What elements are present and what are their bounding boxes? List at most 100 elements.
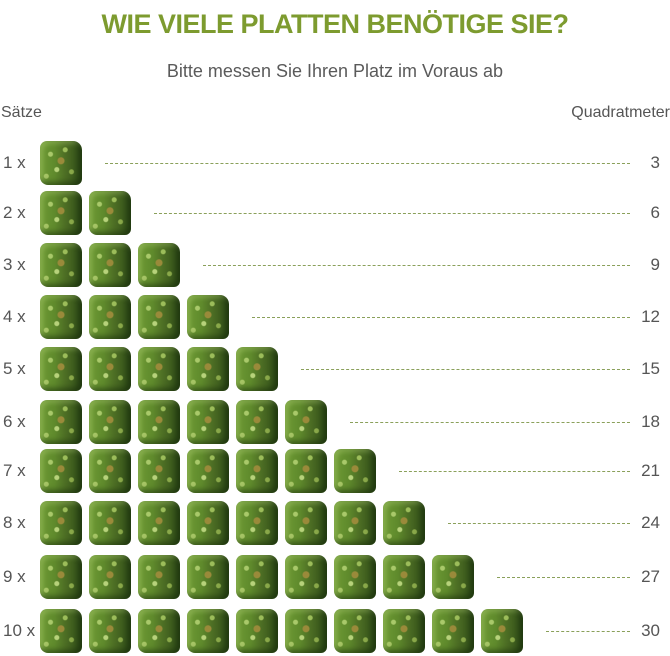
- dashed-leader-line: [497, 577, 630, 578]
- square-meters-value: 6: [650, 203, 660, 222]
- set-count-label: 7 x: [3, 461, 26, 480]
- green-hedge-panel-icon: [89, 609, 131, 653]
- table-row: 1 x 3: [0, 141, 670, 187]
- set-count-label: 6 x: [3, 412, 26, 431]
- green-hedge-panel-icon: [40, 501, 82, 545]
- square-meters-value: 3: [650, 153, 660, 172]
- green-hedge-panel-icon: [334, 555, 376, 599]
- dashed-leader-line: [154, 213, 630, 214]
- green-hedge-panel-icon: [236, 449, 278, 493]
- dashed-leader-line: [301, 369, 630, 370]
- set-count-label: 3 x: [3, 255, 26, 274]
- green-hedge-panel-icon: [40, 555, 82, 599]
- green-hedge-panel-icon: [138, 295, 180, 339]
- green-hedge-panel-icon: [383, 609, 425, 653]
- green-hedge-panel-icon: [89, 449, 131, 493]
- green-hedge-panel-icon: [89, 400, 131, 444]
- square-meters-value: 27: [641, 567, 660, 586]
- panel-tiles: [40, 609, 523, 655]
- green-hedge-panel-icon: [187, 449, 229, 493]
- green-hedge-panel-icon: [89, 243, 131, 287]
- green-hedge-panel-icon: [236, 400, 278, 444]
- green-hedge-panel-icon: [138, 501, 180, 545]
- table-row: 10 x 30: [0, 609, 670, 655]
- green-hedge-panel-icon: [187, 609, 229, 653]
- green-hedge-panel-icon: [40, 449, 82, 493]
- set-count-label: 10 x: [3, 621, 36, 640]
- green-hedge-panel-icon: [89, 347, 131, 391]
- square-meters-value: 12: [641, 307, 660, 326]
- green-hedge-panel-icon: [187, 295, 229, 339]
- green-hedge-panel-icon: [89, 555, 131, 599]
- table-row: 8 x 24: [0, 501, 670, 547]
- green-hedge-panel-icon: [236, 501, 278, 545]
- green-hedge-panel-icon: [138, 243, 180, 287]
- column-header-square-meters: Quadratmeter: [571, 104, 670, 121]
- green-hedge-panel-icon: [187, 555, 229, 599]
- green-hedge-panel-icon: [40, 295, 82, 339]
- green-hedge-panel-icon: [285, 555, 327, 599]
- square-meters-value: 21: [641, 461, 660, 480]
- set-count-label: 4 x: [3, 307, 26, 326]
- green-hedge-panel-icon: [383, 501, 425, 545]
- table-row: 4 x 12: [0, 295, 670, 341]
- table-row: 5 x 15: [0, 347, 670, 393]
- green-hedge-panel-icon: [89, 501, 131, 545]
- green-hedge-panel-icon: [285, 609, 327, 653]
- page-title: WIE VIELE PLATTEN BENÖTIGE SIE?: [101, 9, 569, 39]
- set-count-label: 2 x: [3, 203, 26, 222]
- green-hedge-panel-icon: [187, 347, 229, 391]
- green-hedge-panel-icon: [138, 609, 180, 653]
- dashed-leader-line: [350, 422, 630, 423]
- panel-tiles: [40, 347, 278, 393]
- set-count-label: 5 x: [3, 359, 26, 378]
- panel-tiles: [40, 243, 180, 289]
- table-row: 3 x 9: [0, 243, 670, 289]
- green-hedge-panel-icon: [89, 191, 131, 235]
- dashed-leader-line: [203, 265, 630, 266]
- green-hedge-panel-icon: [481, 609, 523, 653]
- green-hedge-panel-icon: [138, 400, 180, 444]
- panel-tiles: [40, 501, 425, 547]
- dashed-leader-line: [448, 523, 630, 524]
- green-hedge-panel-icon: [285, 501, 327, 545]
- panel-tiles: [40, 449, 376, 495]
- set-count-label: 9 x: [3, 567, 26, 586]
- green-hedge-panel-icon: [334, 609, 376, 653]
- panel-tiles: [40, 141, 82, 187]
- table-row: 2 x 6: [0, 191, 670, 237]
- panel-tiles: [40, 295, 229, 341]
- green-hedge-panel-icon: [40, 243, 82, 287]
- set-count-label: 1 x: [3, 153, 26, 172]
- green-hedge-panel-icon: [40, 609, 82, 653]
- green-hedge-panel-icon: [89, 295, 131, 339]
- set-count-label: 8 x: [3, 513, 26, 532]
- green-hedge-panel-icon: [187, 400, 229, 444]
- green-hedge-panel-icon: [236, 555, 278, 599]
- green-hedge-panel-icon: [236, 347, 278, 391]
- square-meters-value: 24: [641, 513, 660, 532]
- table-row: 7 x 21: [0, 449, 670, 495]
- green-hedge-panel-icon: [138, 347, 180, 391]
- panel-tiles: [40, 191, 131, 237]
- table-row: 6 x 18: [0, 400, 670, 446]
- square-meters-value: 18: [641, 412, 660, 431]
- square-meters-value: 9: [650, 255, 660, 274]
- green-hedge-panel-icon: [138, 449, 180, 493]
- green-hedge-panel-icon: [40, 400, 82, 444]
- green-hedge-panel-icon: [285, 400, 327, 444]
- green-hedge-panel-icon: [40, 191, 82, 235]
- green-hedge-panel-icon: [40, 141, 82, 185]
- green-hedge-panel-icon: [432, 609, 474, 653]
- square-meters-value: 15: [641, 359, 660, 378]
- green-hedge-panel-icon: [334, 449, 376, 493]
- dashed-leader-line: [252, 317, 630, 318]
- column-header-sets: Sätze: [1, 104, 42, 121]
- panel-tiles: [40, 400, 327, 446]
- green-hedge-panel-icon: [383, 555, 425, 599]
- green-hedge-panel-icon: [334, 501, 376, 545]
- panel-tiles: [40, 555, 474, 601]
- green-hedge-panel-icon: [432, 555, 474, 599]
- dashed-leader-line: [105, 163, 630, 164]
- green-hedge-panel-icon: [187, 501, 229, 545]
